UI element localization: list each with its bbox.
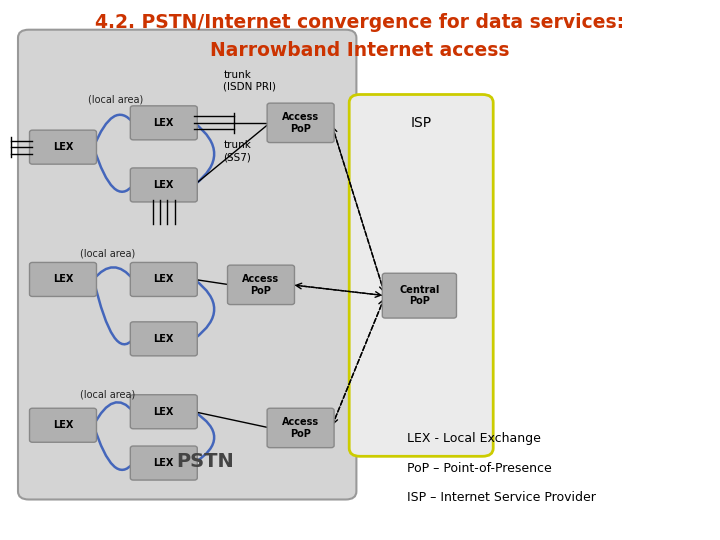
Text: ISP – Internet Service Provider: ISP – Internet Service Provider [407, 491, 595, 504]
Text: Central
PoP: Central PoP [399, 285, 440, 307]
Text: ISP: ISP [410, 116, 432, 130]
FancyBboxPatch shape [228, 265, 294, 305]
Text: (local area): (local area) [81, 389, 135, 399]
FancyBboxPatch shape [130, 262, 197, 296]
Text: LEX: LEX [53, 274, 73, 285]
Text: LEX: LEX [53, 142, 73, 152]
Text: LEX: LEX [153, 407, 174, 417]
Text: (local area): (local area) [81, 249, 135, 259]
Text: trunk
(SS7): trunk (SS7) [223, 140, 251, 162]
Text: (local area): (local area) [88, 95, 143, 105]
FancyBboxPatch shape [30, 408, 96, 442]
FancyBboxPatch shape [130, 322, 197, 356]
Text: trunk
(ISDN PRI): trunk (ISDN PRI) [223, 70, 276, 92]
FancyBboxPatch shape [130, 395, 197, 429]
FancyBboxPatch shape [130, 446, 197, 480]
Text: LEX: LEX [53, 420, 73, 430]
Text: PSTN: PSTN [176, 452, 234, 471]
Text: LEX: LEX [153, 180, 174, 190]
Text: LEX: LEX [153, 334, 174, 344]
Text: LEX: LEX [153, 274, 174, 285]
FancyBboxPatch shape [18, 30, 356, 500]
FancyBboxPatch shape [130, 106, 197, 140]
Text: PoP – Point-of-Presence: PoP – Point-of-Presence [407, 462, 552, 475]
FancyBboxPatch shape [130, 168, 197, 202]
FancyBboxPatch shape [267, 408, 334, 448]
Text: Access
PoP: Access PoP [282, 112, 319, 134]
Text: LEX: LEX [153, 458, 174, 468]
Text: 4.2. PSTN/Internet convergence for data services:: 4.2. PSTN/Internet convergence for data … [96, 14, 624, 32]
Text: Access
PoP: Access PoP [243, 274, 279, 296]
Text: Narrowband Internet access: Narrowband Internet access [210, 40, 510, 59]
FancyBboxPatch shape [382, 273, 456, 318]
FancyBboxPatch shape [267, 103, 334, 143]
Text: LEX - Local Exchange: LEX - Local Exchange [407, 432, 541, 445]
FancyBboxPatch shape [349, 94, 493, 456]
Text: Access
PoP: Access PoP [282, 417, 319, 438]
FancyBboxPatch shape [30, 262, 96, 296]
FancyBboxPatch shape [30, 130, 96, 164]
Text: LEX: LEX [153, 118, 174, 128]
